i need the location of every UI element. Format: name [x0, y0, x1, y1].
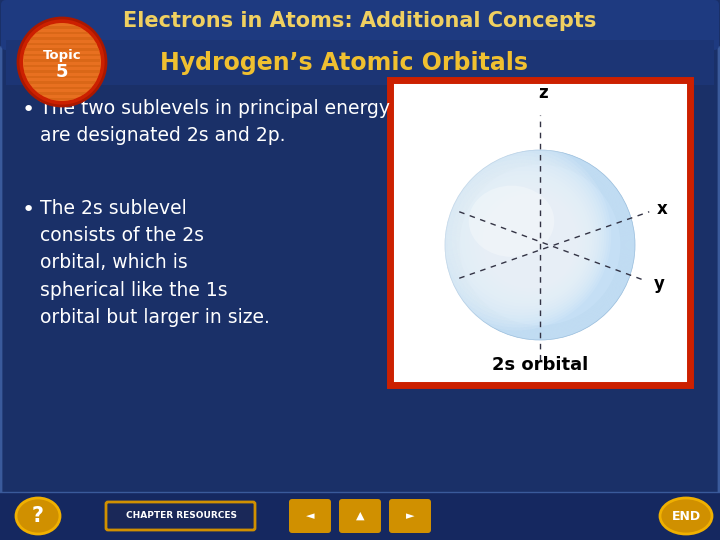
Text: y: y [654, 275, 665, 293]
Ellipse shape [438, 156, 602, 319]
Ellipse shape [451, 167, 595, 310]
Ellipse shape [660, 498, 712, 534]
Ellipse shape [469, 182, 585, 298]
Bar [24, 76, 100, 78]
Ellipse shape [469, 186, 554, 257]
Text: Topic: Topic [42, 50, 81, 63]
Bar [24, 32, 100, 34]
Ellipse shape [445, 150, 635, 340]
FancyBboxPatch shape [1, 45, 719, 500]
Ellipse shape [430, 148, 606, 325]
Bar [24, 87, 100, 89]
Bar [24, 92, 100, 94]
Circle shape [23, 23, 101, 101]
Text: •: • [22, 100, 35, 120]
Ellipse shape [460, 174, 590, 304]
Ellipse shape [421, 140, 611, 330]
Ellipse shape [434, 152, 604, 322]
Text: ►: ► [406, 511, 414, 521]
Text: ▲: ▲ [356, 511, 364, 521]
Bar [24, 98, 100, 100]
Text: The 2s sublevel
consists of the 2s
orbital, which is
spherical like the 1s
orbit: The 2s sublevel consists of the 2s orbit… [40, 199, 270, 327]
FancyBboxPatch shape [389, 499, 431, 533]
FancyBboxPatch shape [1, 0, 719, 50]
Text: Hydrogen’s Atomic Orbitals: Hydrogen’s Atomic Orbitals [160, 51, 528, 75]
Ellipse shape [447, 163, 597, 313]
Bar [24, 26, 100, 29]
Bar [390, 80, 690, 385]
Text: z: z [538, 84, 548, 102]
Text: END: END [672, 510, 701, 523]
Bar [24, 70, 100, 72]
Text: Electrons in Atoms: Additional Concepts: Electrons in Atoms: Additional Concepts [123, 11, 597, 31]
Bar [6, 40, 714, 85]
Text: ◄: ◄ [306, 511, 314, 521]
Ellipse shape [426, 144, 609, 328]
Text: 2s orbital: 2s orbital [492, 356, 588, 374]
Bar [24, 65, 100, 67]
Ellipse shape [443, 159, 599, 316]
Bar [24, 59, 100, 62]
Ellipse shape [456, 171, 593, 307]
Bar [24, 54, 100, 56]
Bar [24, 43, 100, 45]
Ellipse shape [474, 186, 582, 295]
Text: CHAPTER RESOURCES: CHAPTER RESOURCES [125, 511, 236, 521]
FancyBboxPatch shape [289, 499, 331, 533]
Text: ?: ? [32, 506, 44, 526]
FancyBboxPatch shape [339, 499, 381, 533]
Text: x: x [657, 200, 668, 218]
Bar [6, 5, 714, 40]
Text: The two sublevels in principal energy level 2
are designated 2s and 2p.: The two sublevels in principal energy le… [40, 99, 458, 145]
Bar [0, 492, 720, 540]
Ellipse shape [16, 498, 60, 534]
Text: 5: 5 [55, 63, 68, 81]
Bar [24, 37, 100, 39]
FancyBboxPatch shape [106, 502, 255, 530]
Ellipse shape [465, 178, 588, 301]
Bar [24, 82, 100, 84]
Circle shape [18, 18, 106, 106]
Bar [24, 48, 100, 51]
Text: •: • [22, 200, 35, 220]
